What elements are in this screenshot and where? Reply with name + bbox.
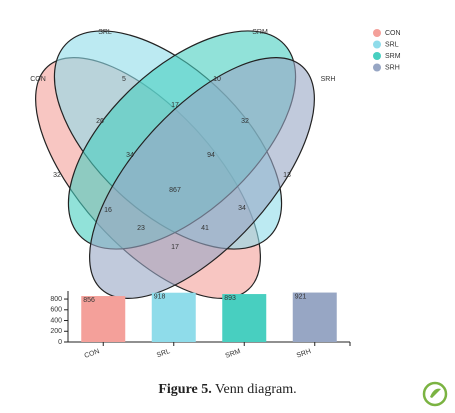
legend-label: SRL — [385, 41, 399, 48]
legend-label: SRH — [385, 64, 400, 71]
value-label: 921 — [295, 293, 307, 300]
logo — [422, 381, 448, 407]
x-tick-label: SRL — [156, 348, 171, 359]
legend-marker — [373, 29, 381, 37]
x-tick-label: SRM — [225, 348, 242, 360]
region-count: 32 — [53, 172, 61, 179]
region-count: 41 — [201, 225, 209, 232]
region-count: 5 — [122, 76, 126, 83]
legend-marker — [373, 52, 381, 60]
set-label: SRH — [321, 76, 336, 83]
caption-text: Venn diagram. — [215, 382, 297, 397]
region-count: 23 — [137, 225, 145, 232]
region-count: 26 — [96, 118, 104, 125]
region-count: 13 — [283, 172, 291, 179]
legend-label: CON — [385, 30, 401, 37]
legend-label: SRM — [385, 53, 401, 60]
region-count: 17 — [171, 102, 179, 109]
set-label: SRM — [252, 29, 268, 36]
set-label: SRL — [98, 29, 112, 36]
legend-marker — [373, 40, 381, 49]
bar — [81, 296, 126, 342]
y-tick-label: 400 — [50, 317, 62, 324]
region-count: 16 — [104, 207, 112, 214]
value-label: 856 — [83, 297, 95, 304]
x-tick-label: SRH — [296, 348, 312, 360]
legend-marker — [373, 63, 381, 72]
y-tick-label: 0 — [58, 339, 62, 346]
region-count: 94 — [207, 152, 215, 159]
set-label: CON — [30, 76, 46, 83]
caption: Figure 5. Venn diagram. — [0, 382, 455, 398]
bar — [292, 292, 337, 342]
region-count: 867 — [169, 187, 181, 194]
chart: CON CON SRL SRL SRM SRM SRH SRH 32 5 10 13 26 17 32 34 9… — [30, 29, 401, 360]
y-tick-label: 800 — [50, 296, 62, 303]
bar — [222, 294, 267, 342]
region-count: 34 — [238, 205, 246, 212]
region-count: 10 — [213, 76, 221, 83]
y-tick-label: 200 — [50, 328, 62, 335]
caption-label: Figure 5. — [158, 382, 212, 397]
region-count: 17 — [171, 244, 179, 251]
value-label: 893 — [224, 295, 236, 302]
value-label: 918 — [154, 294, 166, 301]
y-tick-label: 600 — [50, 307, 62, 314]
region-count: 32 — [241, 118, 249, 125]
bar — [151, 292, 196, 342]
set-ellipse — [89, 56, 315, 300]
x-tick-label: CON — [84, 348, 101, 360]
region-count: 34 — [126, 152, 134, 159]
